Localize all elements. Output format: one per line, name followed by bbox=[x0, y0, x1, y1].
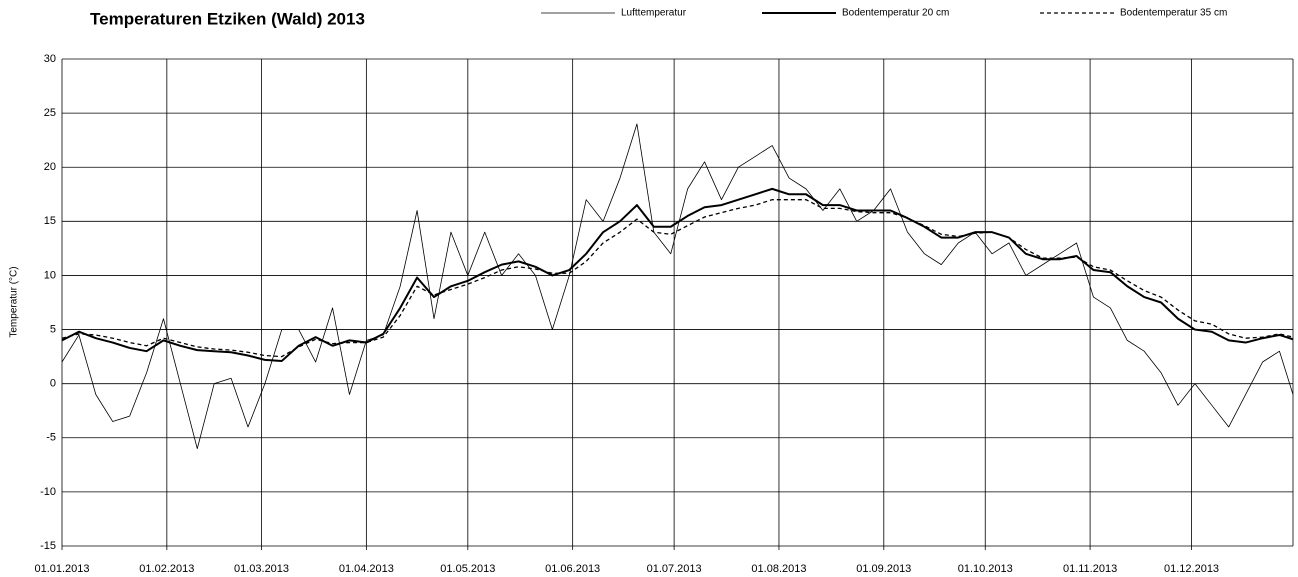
y-tick-label: -15 bbox=[40, 540, 56, 552]
x-tick-label: 01.01.2013 bbox=[34, 563, 89, 575]
x-tick-label: 01.11.2013 bbox=[1063, 563, 1117, 575]
legend-label: Bodentemperatur 20 cm bbox=[842, 8, 949, 19]
legend-label: Lufttemperatur bbox=[621, 8, 687, 19]
x-tick-label: 01.09.2013 bbox=[856, 563, 911, 575]
y-tick-label: 30 bbox=[44, 53, 56, 65]
y-tick-label: 20 bbox=[44, 161, 56, 173]
x-tick-label: 01.06.2013 bbox=[545, 563, 600, 575]
x-tick-label: 01.02.2013 bbox=[139, 563, 194, 575]
y-tick-label: 10 bbox=[44, 269, 56, 281]
y-tick-label: -10 bbox=[40, 486, 56, 498]
line-series bbox=[61, 187, 1294, 362]
y-tick-label: 25 bbox=[44, 107, 56, 119]
x-tick-label: 01.12.2013 bbox=[1164, 563, 1219, 575]
y-tick-label: 0 bbox=[50, 378, 56, 390]
chart-title: Temperaturen Etziken (Wald) 2013 bbox=[90, 9, 365, 28]
x-tick-label: 01.08.2013 bbox=[751, 563, 806, 575]
x-tick-label: 01.05.2013 bbox=[440, 563, 495, 575]
x-tick-label: 01.04.2013 bbox=[339, 563, 394, 575]
y-tick-label: 15 bbox=[44, 215, 56, 227]
x-tick-label: 01.07.2013 bbox=[647, 563, 702, 575]
y-tick-label: -5 bbox=[46, 432, 56, 444]
legend-label: Bodentemperatur 35 cm bbox=[1120, 8, 1227, 19]
y-axis-label: Temperatur (°C) bbox=[9, 266, 20, 337]
x-tick-label: 01.03.2013 bbox=[234, 563, 289, 575]
line-series bbox=[61, 199, 1294, 358]
y-tick-label: 5 bbox=[50, 323, 56, 335]
x-tick-label: 01.10.2013 bbox=[958, 563, 1013, 575]
line-series bbox=[61, 123, 1294, 449]
